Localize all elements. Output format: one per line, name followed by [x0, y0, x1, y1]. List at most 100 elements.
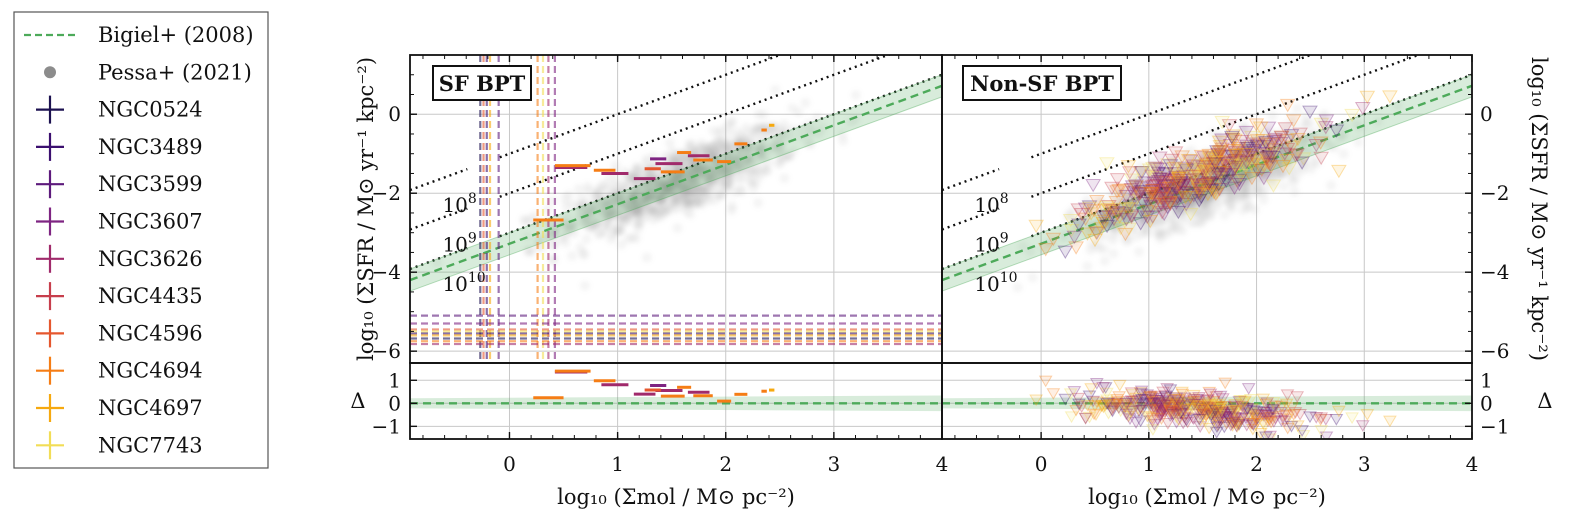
legend-label: NGC3599 [98, 172, 203, 196]
upper-limit-marker [1176, 161, 1193, 175]
upper-limit-marker [1162, 197, 1179, 212]
upper-limit-marker [1121, 194, 1138, 208]
upper-limit-marker [1144, 187, 1161, 201]
residual-upper-limit-marker [1234, 395, 1248, 408]
residual-upper-limit-marker [1186, 395, 1201, 408]
residual-upper-limit-marker [1183, 395, 1198, 408]
residual-upper-limit-marker [1265, 404, 1280, 416]
pessa-point [1287, 119, 1298, 130]
bigiel-band [942, 74, 1472, 292]
pessa-point [725, 179, 736, 190]
upper-limit-marker [1028, 219, 1045, 234]
upper-limit-marker [1144, 169, 1160, 184]
non-sf-bpt-residual-panel [942, 363, 1472, 439]
upper-limit-marker [1085, 179, 1102, 193]
pessa-point [758, 162, 769, 173]
upper-limit-marker [1224, 149, 1241, 164]
upper-limit-marker [1172, 189, 1189, 203]
upper-limit-marker [1068, 241, 1084, 255]
residual-upper-limit-marker [1250, 409, 1265, 421]
residual-upper-limit-marker [1228, 401, 1242, 414]
residual-upper-limit-marker [1236, 402, 1251, 415]
residual-upper-limit-marker [1072, 398, 1086, 411]
residual-upper-limit-marker [1088, 400, 1102, 413]
residual-upper-limit-marker [1309, 412, 1324, 424]
residual-upper-limit-marker [1268, 400, 1283, 413]
upper-limit-marker [1118, 189, 1135, 204]
residual-upper-limit-marker [1202, 404, 1217, 416]
upper-limit-marker [1109, 185, 1125, 199]
upper-limit-marker [1227, 133, 1243, 148]
upper-limit-marker [1178, 198, 1195, 212]
upper-limit-marker [1227, 146, 1244, 160]
upper-limit-marker [1099, 219, 1115, 234]
pessa-point [1288, 129, 1299, 140]
residual-upper-limit-marker [1204, 409, 1219, 422]
legend-entry-ngc3599: NGC3599 [36, 170, 203, 199]
upper-limit-marker [1178, 173, 1195, 188]
upper-limit-marker [1218, 159, 1235, 173]
pessa-point [1155, 215, 1166, 226]
residual-upper-limit-marker [1225, 404, 1239, 416]
residual-upper-limit-marker [1260, 415, 1275, 428]
residual-upper-limit-marker [1112, 391, 1127, 403]
pessa-point [1138, 228, 1149, 239]
upper-limit-marker [1233, 169, 1249, 183]
residual-upper-limit-marker [1155, 402, 1170, 415]
residual-upper-limit-marker [1277, 415, 1292, 428]
panel-label-sf: SF BPT [432, 65, 532, 101]
residual-upper-limit-marker [1212, 413, 1227, 425]
upper-limit-marker [1167, 170, 1184, 185]
upper-limit-marker [1211, 182, 1228, 197]
residual-upper-limit-marker [1102, 398, 1117, 411]
residual-upper-limit-marker [1151, 402, 1166, 415]
residual-upper-limit-marker [1143, 392, 1158, 404]
legend-entry-ngc0524: NGC0524 [36, 95, 203, 124]
upper-limit-marker [1228, 153, 1245, 168]
residual-upper-limit-marker [1071, 392, 1086, 405]
legend-label: NGC3607 [98, 210, 203, 234]
residual-upper-limit-marker [1178, 409, 1193, 421]
upper-limit-marker [1203, 176, 1220, 191]
pessa-point [719, 135, 730, 146]
residual-upper-limit-marker [1121, 398, 1135, 411]
upper-limit-marker [1184, 169, 1201, 183]
pessa-point [1146, 169, 1157, 180]
residual-upper-limit-marker [1152, 398, 1167, 411]
residual-upper-limit-marker [1194, 402, 1209, 415]
pessa-point [1068, 235, 1079, 246]
residual-upper-limit-marker [1086, 395, 1101, 408]
upper-limit-marker [1153, 183, 1169, 197]
upper-limit-marker [1105, 204, 1121, 218]
residual-upper-limit-marker [1134, 385, 1149, 398]
residual-upper-limit-marker [1152, 392, 1167, 405]
upper-limit-marker [1152, 197, 1169, 211]
upper-limit-marker [1190, 187, 1206, 201]
pessa-point [1271, 133, 1282, 144]
upper-limit-marker [1188, 173, 1205, 187]
y-tick-label-right: −6 [1480, 339, 1509, 363]
x-tick-label: 3 [1358, 452, 1371, 476]
residual-upper-limit-marker [1082, 390, 1097, 403]
residual-upper-limit-marker [1193, 402, 1208, 415]
residual-upper-limit-marker [1147, 419, 1162, 431]
y-axis-title-left: log₁₀ (ΣSFR / M⊙ yr⁻¹ kpc⁻²) [354, 57, 378, 361]
upper-limit-marker [1313, 151, 1330, 166]
upper-limit-marker [1226, 162, 1243, 177]
residual-upper-limit-marker [1193, 408, 1207, 421]
residual-upper-limit-marker [1282, 409, 1297, 422]
residual-upper-limit-marker [1029, 394, 1044, 407]
upper-limit-marker [1162, 187, 1179, 201]
residual-upper-limit-marker [1212, 410, 1227, 422]
pessa-point [1172, 223, 1183, 234]
upper-limit-marker [1201, 176, 1218, 191]
residual-upper-limit-marker [1124, 406, 1138, 419]
upper-limit-marker [1144, 183, 1161, 198]
residual-upper-limit-marker [1219, 418, 1234, 430]
upper-limit-marker [1193, 149, 1210, 164]
residual-upper-limit-marker [1266, 416, 1281, 428]
upper-limit-marker [1267, 134, 1284, 148]
residual-upper-limit-marker [1227, 404, 1242, 417]
upper-limit-marker [1244, 130, 1260, 145]
